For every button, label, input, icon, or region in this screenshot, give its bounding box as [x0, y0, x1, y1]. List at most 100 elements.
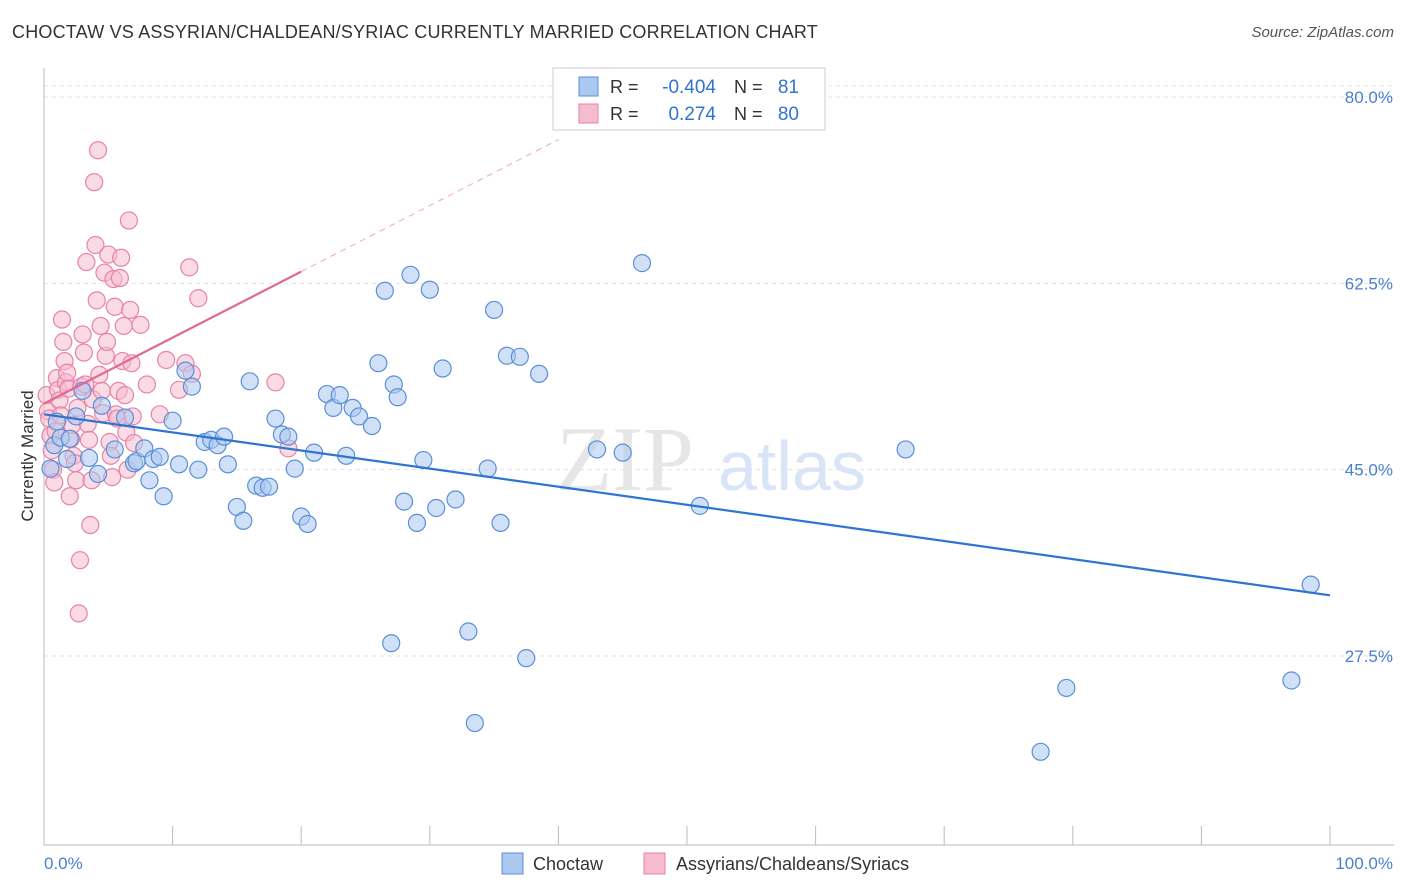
choctaw-point-62 [446, 490, 465, 509]
legend-swatch-assyrians [578, 103, 599, 124]
choctaw-point-55 [394, 492, 414, 511]
assyrians-point-33 [79, 430, 99, 449]
choctaw-point-8 [79, 448, 99, 468]
choctaw-point-72 [587, 440, 607, 459]
series-assyrians-points [37, 141, 298, 623]
assyrians-point-72 [157, 350, 176, 370]
choctaw-point-35 [259, 477, 279, 496]
choctaw-point-65 [478, 459, 497, 478]
choctaw-point-77 [1031, 742, 1050, 761]
assyrians-point-26 [70, 551, 90, 570]
choctaw-point-69 [510, 347, 529, 366]
choctaw-point-80 [1301, 575, 1320, 594]
legend-top: R = -0.404 N = 81 R = 0.274 N = 80 [552, 67, 826, 131]
y-tick-label-1: 62.5% [1345, 274, 1393, 293]
choctaw-point-60 [427, 498, 446, 518]
choctaw-point-39 [285, 459, 304, 478]
legend-bottom-label-assyrians: Assyrians/Chaldeans/Syriacs [676, 854, 909, 874]
legend-n-value-assyrians: 80 [778, 104, 799, 125]
choctaw-point-57 [407, 513, 427, 533]
chart-title: CHOCTAW VS ASSYRIAN/CHALDEAN/SYRIAC CURR… [12, 22, 818, 42]
x-tick-label-min: 0.0% [44, 854, 83, 873]
choctaw-point-70 [517, 649, 536, 668]
choctaw-point-66 [485, 300, 504, 320]
legend-r-value-assyrians: 0.274 [668, 104, 716, 125]
y-axis-label: Currently Married [18, 390, 37, 521]
assyrians-point-25 [69, 604, 88, 623]
assyrians-trend-line [43, 270, 302, 405]
choctaw-point-50 [369, 354, 388, 373]
x-tick-marks [172, 826, 1331, 845]
legend-bottom-swatch-choctaw [501, 852, 524, 875]
choctaw-point-24 [189, 460, 208, 479]
legend-n-label-choctaw: N = [734, 77, 763, 97]
assyrians-point-60 [114, 316, 133, 336]
choctaw-point-54 [388, 388, 407, 407]
assyrians-point-64 [119, 211, 138, 230]
assyrians-point-66 [122, 354, 141, 373]
choctaw-point-76 [896, 440, 915, 459]
choctaw-point-74 [632, 254, 652, 273]
choctaw-point-63 [459, 622, 478, 641]
assyrians-trend-extension [300, 139, 559, 273]
assyrians-point-65 [121, 300, 140, 320]
choctaw-trend-line [43, 413, 1331, 597]
choctaw-point-51 [375, 281, 394, 300]
assyrians-point-69 [131, 315, 150, 334]
choctaw-point-21 [169, 455, 189, 474]
choctaw-point-45 [330, 386, 349, 405]
choctaw-point-19 [154, 487, 173, 506]
choctaw-point-6 [67, 407, 86, 426]
assyrians-point-38 [86, 235, 105, 255]
trend-lines [43, 139, 1331, 597]
choctaw-point-61 [433, 359, 452, 378]
legend-bottom: Choctaw Assyrians/Chaldeans/Syriacs [501, 852, 909, 875]
legend-n-label-assyrians: N = [734, 104, 763, 124]
choctaw-point-49 [362, 416, 382, 436]
legend-r-label-assyrians: R = [610, 104, 639, 124]
assyrians-point-61 [115, 386, 135, 405]
assyrians-point-31 [77, 252, 96, 272]
choctaw-point-4 [58, 449, 77, 469]
y-tick-label-2: 45.0% [1345, 461, 1393, 480]
legend-n-value-choctaw: 81 [778, 77, 799, 98]
choctaw-point-20 [163, 411, 182, 430]
x-tick-label-max: 100.0% [1335, 854, 1393, 873]
choctaw-point-59 [420, 280, 439, 299]
y-tick-label-0: 80.0% [1345, 88, 1393, 107]
choctaw-point-16 [140, 471, 159, 490]
choctaw-point-31 [234, 511, 253, 530]
choctaw-point-9 [88, 464, 108, 484]
assyrians-point-13 [54, 332, 73, 351]
legend-bottom-swatch-assyrians [643, 852, 666, 875]
source-label: Source: ZipAtlas.com [1251, 24, 1394, 41]
choctaw-point-12 [115, 408, 135, 427]
grid-lines [44, 85, 1394, 657]
assyrians-point-16 [58, 363, 77, 382]
assyrians-point-75 [180, 258, 199, 277]
assyrians-point-57 [110, 268, 129, 288]
choctaw-point-36 [266, 409, 285, 428]
choctaw-point-28 [214, 427, 234, 446]
choctaw-point-67 [491, 513, 510, 533]
choctaw-point-38 [279, 427, 298, 446]
choctaw-point-71 [530, 364, 549, 383]
assyrians-point-28 [73, 325, 92, 344]
choctaw-point-18 [150, 447, 169, 466]
assyrians-point-23 [67, 471, 86, 490]
axes [43, 68, 1394, 846]
assyrians-point-12 [52, 310, 72, 329]
choctaw-point-52 [382, 634, 401, 653]
assyrians-point-40 [88, 141, 108, 160]
assyrians-point-18 [60, 487, 79, 506]
choctaw-point-41 [298, 514, 317, 534]
assyrians-point-37 [85, 173, 104, 192]
watermark-atlas: atlas [718, 427, 866, 505]
choctaw-point-23 [182, 377, 201, 396]
y-tick-label-3: 27.5% [1345, 647, 1393, 666]
choctaw-point-64 [465, 713, 484, 733]
legend-r-label-choctaw: R = [610, 77, 639, 97]
choctaw-point-22 [176, 361, 195, 380]
assyrians-point-29 [74, 343, 93, 362]
